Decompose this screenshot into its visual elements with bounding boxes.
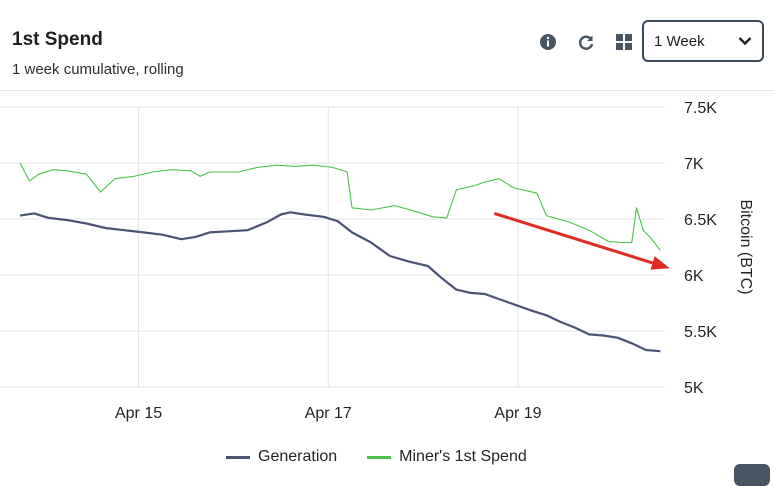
legend-swatch-generation — [226, 455, 250, 459]
y-tick-label: 5K — [684, 380, 704, 397]
legend-label-generation: Generation — [258, 448, 338, 465]
chart-subtitle: 1 week cumulative, rolling — [12, 61, 184, 78]
y-tick-label: 6.5K — [684, 212, 717, 229]
x-tick-label: Apr 19 — [494, 405, 541, 422]
line-chart: 5K 5.5K 6K 6.5K 7K 7.5K Apr 15 Apr 17 Apr 19 Bitc… — [0, 100, 754, 422]
y-tick-label: 6K — [684, 268, 704, 285]
legend-label-miner-spend: Miner's 1st Spend — [399, 448, 527, 465]
chart-title: 1st Spend — [12, 29, 103, 50]
legend-swatch-miner-spend — [367, 455, 392, 459]
info-button[interactable] — [536, 30, 560, 54]
time-range-select[interactable]: 1 Week — [642, 20, 764, 62]
scroll-top-button[interactable] — [734, 464, 770, 486]
chevron-down-icon — [738, 36, 752, 46]
y-axis-title: Bitcoin (BTC) — [737, 199, 754, 294]
annotation-arrow-head — [650, 256, 670, 270]
x-tick-label: Apr 15 — [115, 405, 162, 422]
legend-item-generation[interactable]: Generation — [226, 448, 337, 466]
refresh-button[interactable] — [574, 30, 598, 54]
chart-legend: Generation Miner's 1st Spend — [226, 448, 557, 466]
x-tick-label: Apr 17 — [305, 405, 352, 422]
y-tick-label: 7K — [684, 156, 704, 173]
layout-button[interactable] — [612, 30, 636, 54]
info-icon — [540, 34, 556, 50]
grid-icon — [616, 34, 632, 50]
annotation-arrow-shaft — [493, 211, 654, 265]
header-divider — [0, 90, 774, 91]
legend-item-miner-spend[interactable]: Miner's 1st Spend — [367, 448, 527, 466]
series-line-generation — [19, 211, 661, 353]
time-range-value: 1 Week — [654, 32, 705, 50]
chart-toolbar — [536, 30, 650, 54]
y-tick-label: 7.5K — [684, 100, 717, 117]
series-line-miner-spend — [19, 162, 661, 251]
y-tick-label: 5.5K — [684, 324, 717, 341]
refresh-icon — [578, 35, 594, 50]
